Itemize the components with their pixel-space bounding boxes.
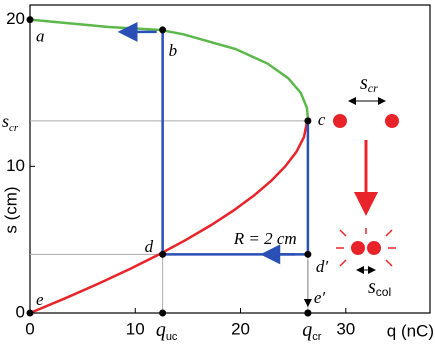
- axis-dot: [159, 309, 167, 317]
- point: [26, 309, 34, 317]
- x-tick-label: 10: [126, 319, 145, 338]
- inset-top-label: scr: [360, 72, 378, 95]
- x-mark-sub: cr: [312, 331, 322, 343]
- point-label: b: [169, 41, 178, 60]
- point-label: a: [36, 27, 45, 46]
- y-tick-label: 20: [6, 9, 25, 28]
- plot-frame: [29, 4, 431, 314]
- x-mark-text: q: [302, 319, 312, 341]
- y-mark-label: scr: [2, 111, 19, 133]
- point: [26, 16, 34, 24]
- point-label: c: [318, 110, 326, 129]
- x-mark-text: q: [156, 319, 166, 341]
- point: [304, 309, 312, 317]
- y-mark-sub: cr: [9, 121, 19, 133]
- curve: [29, 18, 310, 118]
- point-label: e′: [314, 288, 326, 307]
- x-tick-label: 30: [336, 319, 355, 338]
- y-mark-text: s: [2, 111, 9, 131]
- x-axis-label: q (nC): [387, 321, 434, 340]
- x-tick-label: 0: [25, 319, 34, 338]
- y-tick-label: 0: [16, 302, 25, 321]
- y-tick-label: 10: [6, 156, 25, 175]
- point: [304, 250, 312, 258]
- point: [159, 250, 167, 258]
- annotation: R = 2 cm: [233, 229, 297, 248]
- point-label: d′: [316, 257, 329, 276]
- x-tick-label: 20: [231, 319, 250, 338]
- inset: [333, 97, 399, 274]
- x-mark-sub: uc: [166, 331, 178, 343]
- inset-bottom-label: scol: [368, 276, 391, 300]
- y-axis-label: s (cm): [1, 186, 20, 233]
- x-mark-label: quc: [156, 319, 178, 343]
- point: [159, 26, 167, 34]
- curve: [29, 117, 310, 315]
- point-label: e: [36, 290, 44, 309]
- x-mark-label: qcr: [302, 319, 322, 343]
- point-label: d: [145, 237, 154, 256]
- point: [304, 117, 312, 125]
